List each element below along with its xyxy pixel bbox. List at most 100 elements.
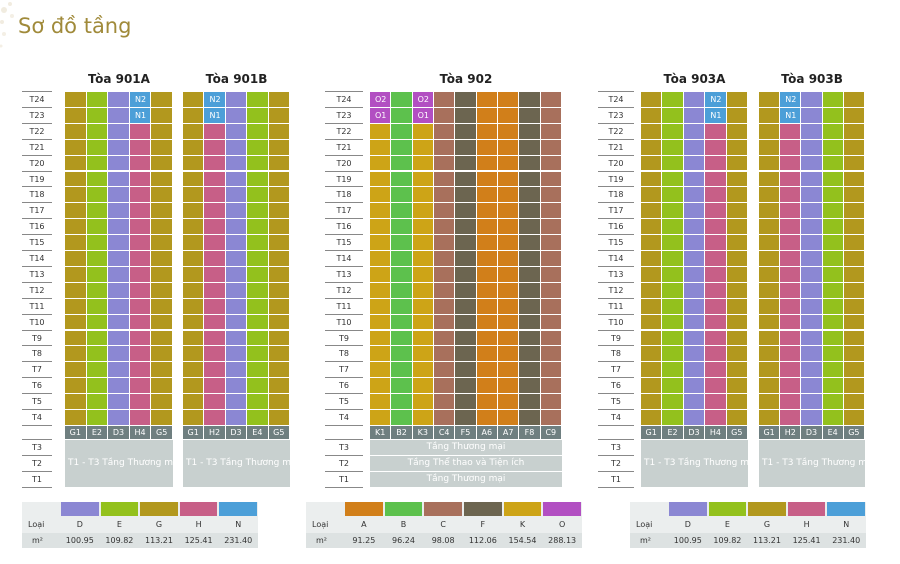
unit-cell (225, 314, 248, 331)
unit-cell (412, 92, 434, 108)
unit-cell (108, 362, 130, 379)
legend-area: 288.13 (548, 536, 577, 545)
unit-cell (247, 171, 269, 188)
podium-block: T1 - T3 Tầng Thương mại (759, 440, 865, 487)
unit-cell (151, 203, 173, 220)
unit-cell (662, 282, 684, 299)
unit-cell (455, 378, 477, 395)
unit-cell (540, 235, 562, 251)
unit-cell (759, 139, 781, 156)
floor-divider (325, 186, 363, 188)
unit-cell (519, 410, 541, 426)
unit-cell (705, 378, 727, 395)
unit-cell (412, 314, 434, 331)
unit-cell (204, 346, 226, 363)
unit-cell (412, 394, 434, 410)
unit-cell (455, 410, 477, 426)
unit-cell (843, 362, 865, 379)
floor-divider (325, 265, 363, 267)
unit-cell (801, 346, 823, 363)
unit-cell (540, 346, 562, 363)
unit-cell (434, 123, 456, 140)
floor-divider (325, 486, 363, 488)
unit-cell (540, 203, 562, 220)
unit-cell (129, 123, 152, 140)
unit-cell (434, 330, 456, 347)
legend-area: 112.06 (468, 536, 497, 545)
legend-swatch (503, 502, 542, 516)
unit-cell (843, 219, 865, 236)
unit-code-label: E2 (662, 425, 684, 439)
unit-cell (370, 346, 392, 363)
unit-cell (498, 314, 520, 331)
floor-divider (598, 250, 634, 251)
floor-label: T9 (611, 333, 621, 343)
floor-divider (325, 377, 363, 379)
unit-cell (455, 314, 477, 331)
floor-label: T17 (608, 206, 624, 216)
legend-type: N (235, 520, 242, 529)
unit-cell (705, 187, 727, 204)
unit-cell (843, 155, 865, 172)
unit-cell (476, 92, 498, 108)
unit-cell (204, 219, 226, 236)
floor-divider (598, 393, 634, 395)
unit-cell (519, 219, 541, 236)
floor-divider (598, 138, 634, 140)
unit-cell (780, 219, 802, 236)
floor-divider (325, 218, 363, 220)
unit-cell (662, 251, 684, 267)
floor-label: T15 (29, 238, 45, 248)
unit-cell (476, 139, 498, 156)
unit-cell (455, 266, 477, 283)
unit-cell (129, 203, 152, 220)
unit-cell (641, 171, 663, 188)
floor-divider (22, 439, 52, 440)
unit-code-label: C4 (434, 425, 456, 439)
unit-cell (759, 219, 781, 236)
floor-label: T6 (611, 381, 621, 391)
unit-code-label: E4 (247, 425, 269, 439)
floor-label: T22 (336, 126, 352, 136)
unit-cell (86, 394, 109, 410)
floor-divider (598, 345, 634, 347)
unit-cell (183, 219, 205, 236)
floor-label: T12 (29, 285, 45, 295)
unit-cell (129, 219, 152, 236)
unit-cell (498, 92, 520, 108)
unit-cell (780, 203, 802, 220)
unit-cell (476, 235, 498, 251)
unit-cell (434, 187, 456, 204)
unit-cell (455, 346, 477, 363)
unit-cell (705, 410, 727, 426)
unit-cell (759, 410, 781, 426)
unit-cell (662, 314, 684, 331)
unit-cell (780, 187, 802, 204)
floor-divider (22, 154, 52, 156)
floor-divider (325, 91, 363, 92)
unit-cell (498, 330, 520, 347)
unit-cell (476, 107, 498, 124)
unit-cell (247, 298, 269, 315)
unit-cell (801, 107, 823, 124)
floor-label: T20 (608, 158, 624, 168)
unit-cell (151, 298, 173, 315)
unit-cell (65, 171, 87, 188)
unit-cell (370, 282, 392, 299)
unit-cell (370, 378, 392, 395)
unit-cell (412, 139, 434, 156)
unit-cell (391, 378, 413, 395)
unit-cell (726, 394, 748, 410)
unit-cell (183, 139, 205, 156)
unit-cell (370, 266, 392, 283)
floor-label: T24 (29, 95, 45, 104)
floor-label: T19 (29, 174, 45, 184)
unit-cell (455, 394, 477, 410)
unit-cell (225, 266, 248, 283)
floor-label: T17 (29, 206, 45, 216)
unit-cell (540, 362, 562, 379)
floor-divider (22, 297, 52, 299)
unit-cell (434, 282, 456, 299)
floor-label: T12 (336, 285, 352, 295)
unit-cell (108, 314, 130, 331)
